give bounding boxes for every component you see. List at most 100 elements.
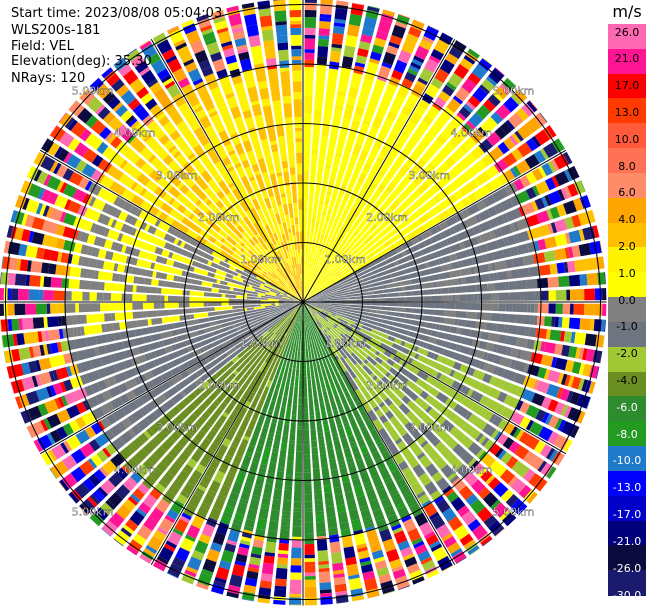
velocity-gate <box>441 188 450 197</box>
velocity-gate <box>213 400 220 407</box>
velocity-gate <box>380 333 389 339</box>
velocity-gate <box>334 338 343 349</box>
velocity-gate <box>557 189 566 201</box>
velocity-gate <box>568 229 582 244</box>
velocity-gate <box>386 192 398 204</box>
velocity-gate <box>312 213 317 218</box>
velocity-gate <box>57 303 65 314</box>
velocity-gate <box>255 337 266 347</box>
velocity-gate <box>291 540 302 548</box>
velocity-gate <box>450 548 463 558</box>
velocity-gate <box>328 527 339 536</box>
velocity-gate <box>280 334 284 339</box>
velocity-gate <box>215 453 223 460</box>
velocity-gate <box>230 425 238 432</box>
velocity-gate <box>187 429 195 437</box>
velocity-gate <box>290 309 297 319</box>
velocity-gate <box>480 312 492 321</box>
velocity-gate <box>459 364 469 374</box>
velocity-gate <box>329 329 333 334</box>
velocity-gate <box>311 447 319 455</box>
velocity-gate <box>355 133 366 146</box>
velocity-gate <box>372 334 381 341</box>
velocity-gate <box>142 493 158 509</box>
velocity-gate <box>192 324 200 331</box>
velocity-gate <box>254 354 264 365</box>
velocity-gate <box>356 317 368 323</box>
velocity-gate <box>459 155 474 169</box>
velocity-gate <box>316 296 320 299</box>
velocity-gate <box>361 325 373 332</box>
velocity-gate <box>549 263 558 275</box>
velocity-gate <box>402 518 417 533</box>
velocity-gate <box>491 189 506 203</box>
velocity-gate <box>373 179 380 186</box>
velocity-gate <box>486 352 496 363</box>
velocity-gate <box>310 429 317 441</box>
velocity-gate <box>511 148 524 161</box>
velocity-gate <box>344 103 355 117</box>
velocity-gate <box>336 257 346 267</box>
velocity-gate <box>321 311 331 318</box>
velocity-gate <box>250 400 258 409</box>
velocity-gate <box>341 359 347 365</box>
velocity-gate <box>424 322 433 329</box>
velocity-gate <box>452 443 467 458</box>
velocity-gate <box>510 478 527 494</box>
velocity-gate <box>496 238 506 249</box>
velocity-gate <box>380 306 392 311</box>
velocity-gate <box>509 247 516 257</box>
velocity-gate <box>334 302 342 304</box>
velocity-gate <box>271 328 276 332</box>
velocity-gate <box>437 209 451 222</box>
velocity-gate <box>254 484 263 490</box>
velocity-gate <box>134 448 149 463</box>
velocity-gate <box>171 289 176 295</box>
velocity-gate <box>543 341 556 354</box>
velocity-gate <box>326 294 331 297</box>
velocity-gate <box>457 260 463 268</box>
velocity-gate <box>525 187 537 200</box>
velocity-gate <box>303 284 305 292</box>
velocity-gate <box>130 409 144 423</box>
velocity-gate <box>184 402 197 415</box>
velocity-gate <box>176 457 185 466</box>
velocity-gate <box>288 309 297 318</box>
velocity-gate <box>362 292 367 296</box>
velocity-gate <box>441 287 449 294</box>
velocity-gate <box>520 350 533 362</box>
velocity-gate <box>208 507 222 521</box>
velocity-gate <box>383 117 394 127</box>
velocity-gate <box>431 215 442 225</box>
velocity-gate <box>323 305 335 309</box>
velocity-gate <box>359 123 370 136</box>
velocity-gate <box>295 368 300 377</box>
velocity-gate <box>432 169 443 180</box>
velocity-gate <box>466 120 476 130</box>
velocity-gate <box>322 281 333 289</box>
velocity-gate <box>506 456 519 469</box>
velocity-gate <box>341 117 351 127</box>
velocity-gate <box>396 196 403 204</box>
velocity-gate <box>88 439 101 452</box>
velocity-gate <box>366 61 379 75</box>
velocity-gate <box>214 360 226 371</box>
velocity-gate <box>183 449 192 457</box>
velocity-gate <box>271 389 279 402</box>
velocity-gate <box>461 125 471 135</box>
velocity-gate <box>187 475 199 487</box>
velocity-gate <box>300 315 303 323</box>
velocity-gate <box>560 404 569 417</box>
velocity-gate <box>370 126 379 133</box>
velocity-gate <box>389 347 398 355</box>
velocity-gate <box>333 360 342 372</box>
velocity-gate <box>318 560 329 566</box>
velocity-gate <box>446 204 460 216</box>
velocity-gate <box>424 531 436 540</box>
velocity-gate <box>240 491 251 502</box>
velocity-gate <box>455 252 461 260</box>
velocity-gate <box>247 86 259 99</box>
velocity-gate <box>414 45 430 60</box>
velocity-gate <box>321 467 330 479</box>
velocity-gate <box>537 367 547 379</box>
